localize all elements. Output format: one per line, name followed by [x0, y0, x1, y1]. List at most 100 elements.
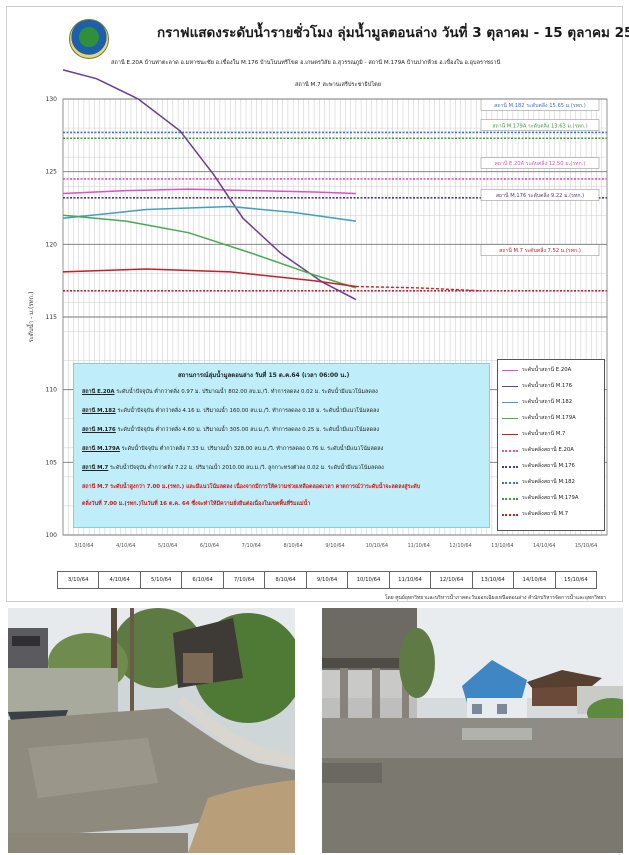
legend-swatch — [502, 402, 518, 403]
x-tick-label: 14/10/64 — [533, 543, 555, 549]
legend-item: ระดับน้ำสถานี M.179A — [502, 411, 604, 425]
data-source-credit: โดย ศูนย์อุทกวิทยาและบริหารน้ำภาคตะวันออ… — [384, 595, 606, 601]
legend-item: ระดับน้ำสถานี M.176 — [502, 379, 604, 393]
y-tick-label: 120 — [46, 241, 58, 248]
date-cell: 9/10/64 — [307, 572, 349, 588]
legend-item: ระดับตลิ่งสถานี M.176 — [502, 459, 604, 473]
date-cell: 5/10/64 — [141, 572, 183, 588]
legend-item: ระดับน้ำสถานี M.182 — [502, 395, 604, 409]
station-status: ระดับน้ำปัจจุบัน ต่ำกว่าตลิ่ง 4.60 ม. ปร… — [117, 427, 380, 433]
x-tick-label: 4/10/64 — [116, 543, 135, 549]
situation-line: สถานี E.20A ระดับน้ำปัจจุบัน ต่ำกว่าตลิ่… — [82, 388, 378, 396]
station-status: ระดับน้ำปัจจุบัน ต่ำกว่าตลิ่ง 7.33 ม. ปร… — [121, 446, 384, 452]
x-tick-label: 10/10/64 — [366, 543, 388, 549]
date-cell: 12/10/64 — [431, 572, 473, 588]
forecast-line — [355, 285, 482, 292]
date-cell: 4/10/64 — [99, 572, 141, 588]
situation-title: สถานการณ์ลุ่มน้ำมูลตอนล่าง วันที่ 15 ต.ค… — [178, 372, 350, 379]
legend-item: ระดับตลิ่งสถานี E.20A — [502, 443, 604, 457]
situation-line: สถานี M.7 ระดับน้ำปัจจุบัน ต่ำกว่าตลิ่ง … — [82, 464, 384, 472]
flood-photo-houses-image — [322, 608, 623, 853]
chart-legend: ระดับน้ำสถานี E.20A ระดับน้ำสถานี M.176 … — [497, 359, 605, 531]
bank-annotation-label: สถานี M.179A ระดับตลิ่ง 13.63 ม.(รทก.) — [492, 122, 587, 129]
x-tick-label: 6/10/64 — [200, 543, 219, 549]
date-cell: 8/10/64 — [265, 572, 307, 588]
chart-subtitle-m7: สถานี M.7 สะพานเสรีประชาธิปไตย — [295, 82, 382, 88]
legend-item: ระดับน้ำสถานี E.20A — [502, 363, 604, 377]
station-name: สถานี M.182 — [82, 408, 116, 414]
series-line — [62, 268, 357, 288]
legend-item: ระดับตลิ่งสถานี M.179A — [502, 491, 604, 505]
x-tick-label: 15/10/64 — [575, 543, 597, 549]
x-tick-label: 7/10/64 — [242, 543, 261, 549]
series-line — [62, 188, 356, 195]
y-tick-label: 110 — [46, 387, 58, 394]
legend-label: ระดับน้ำสถานี M.179A — [522, 415, 576, 421]
bank-annotation-label: สถานี M.182 ระดับตลิ่ง 15.65 ม.(รทก.) — [494, 102, 586, 109]
chart-panel: กราฟแสดงระดับน้ำรายชั่วโมง ลุ่มน้ำมูลตอน… — [6, 6, 629, 602]
legend-label: ระดับน้ำสถานี E.20A — [522, 367, 572, 373]
bank-annotation-box — [480, 119, 600, 131]
bank-annotation-label: สถานี E.20A ระดับตลิ่ง 12.50 ม.(รทก.) — [495, 160, 586, 167]
station-status: ระดับน้ำปัจจุบัน ต่ำกว่าตลิ่ง 7.22 ม. ปร… — [110, 465, 384, 471]
y-tick-label: 105 — [46, 459, 58, 466]
date-cell: 15/10/64 — [563, 577, 588, 583]
legend-swatch — [502, 418, 518, 419]
legend-label: ระดับตลิ่งสถานี E.20A — [522, 447, 574, 453]
y-tick-label: 100 — [46, 532, 58, 539]
date-cell: 6/10/64 — [182, 572, 224, 588]
warning-line-2: ตลิ่งวันที่ 7.00 ม.(รทก.)ในวันที่ 16 ต.ค… — [82, 501, 311, 507]
bank-annotation-box — [480, 244, 600, 256]
date-cell: 7/10/64 — [224, 572, 266, 588]
bank-annotation-box — [480, 99, 600, 111]
bank-annotation-label: สถานี M.176 ระดับตลิ่ง 9.22 ม.(รทก.) — [496, 192, 584, 199]
date-cell: 14/10/64 — [514, 572, 556, 588]
station-status: ระดับน้ำปัจจุบัน ต่ำกว่าตลิ่ง 0.97 ม. ปร… — [116, 389, 378, 395]
situation-line: สถานี M.176 ระดับน้ำปัจจุบัน ต่ำกว่าตลิ่… — [82, 426, 379, 434]
series-line — [62, 214, 357, 289]
legend-label: ระดับตลิ่งสถานี M.176 — [522, 463, 575, 469]
bank-annotation-label: สถานี M.7 ระดับตลิ่ง 7.52 ม.(รทก.) — [499, 247, 581, 254]
legend-swatch — [502, 434, 518, 435]
x-tick-label: 13/10/64 — [491, 543, 513, 549]
station-status: ระดับน้ำปัจจุบัน ต่ำกว่าตลิ่ง 4.16 ม. ปร… — [117, 408, 380, 414]
legend-label: ระดับตลิ่งสถานี M.7 — [522, 511, 569, 517]
flood-photo-houses — [322, 608, 623, 853]
bank-annotation-box — [480, 157, 600, 169]
legend-swatch — [502, 450, 518, 452]
date-cell: 13/10/64 — [473, 572, 515, 588]
warning-line-1: สถานี M.7 ระดับน้ำสูงกว่า 7.00 ม.(รทก.) … — [82, 484, 421, 490]
legend-swatch — [502, 514, 518, 516]
station-name: สถานี E.20A — [82, 389, 115, 395]
x-tick-label: 9/10/64 — [325, 543, 344, 549]
x-tick-label: 12/10/64 — [449, 543, 471, 549]
station-name: สถานี M.179A — [82, 446, 120, 452]
flood-photo-alley — [8, 608, 295, 853]
bank-annotation-box — [480, 189, 600, 201]
legend-swatch — [502, 386, 518, 387]
flood-photo-alley-image — [8, 608, 295, 853]
legend-swatch — [502, 498, 518, 500]
station-name: สถานี M.7 — [82, 465, 109, 471]
chart-subtitle-stations: สถานี E.20A บ้านท่าตะลาด อ.มหาชนะชัย อ.เ… — [111, 60, 501, 66]
chart-title: กราฟแสดงระดับน้ำรายชั่วโมง ลุ่มน้ำมูลตอน… — [157, 25, 629, 41]
y-tick-label: 130 — [46, 96, 58, 103]
legend-item: ระดับตลิ่งสถานี M.7 — [502, 507, 604, 521]
legend-label: ระดับตลิ่งสถานี M.179A — [522, 495, 579, 501]
date-cell: 3/10/64 — [58, 572, 100, 588]
x-tick-label: 8/10/64 — [284, 543, 303, 549]
legend-swatch — [502, 370, 518, 371]
situation-line: สถานี M.179A ระดับน้ำปัจจุบัน ต่ำกว่าตลิ… — [82, 445, 383, 453]
station-name: สถานี M.176 — [82, 427, 116, 433]
legend-label: ระดับน้ำสถานี M.7 — [522, 431, 566, 437]
series-line — [62, 205, 357, 222]
date-cell: 11/10/64 — [390, 572, 432, 588]
y-axis-label: ระดับน้ำ - ม.(รทก.) — [25, 292, 35, 343]
x-tick-label: 5/10/64 — [158, 543, 177, 549]
legend-label: ระดับน้ำสถานี M.176 — [522, 383, 573, 389]
x-tick-label: 3/10/64 — [74, 543, 93, 549]
legend-label: ระดับน้ำสถานี M.182 — [522, 399, 573, 405]
department-logo — [69, 19, 109, 59]
legend-swatch — [502, 482, 518, 484]
legend-swatch — [502, 466, 518, 468]
